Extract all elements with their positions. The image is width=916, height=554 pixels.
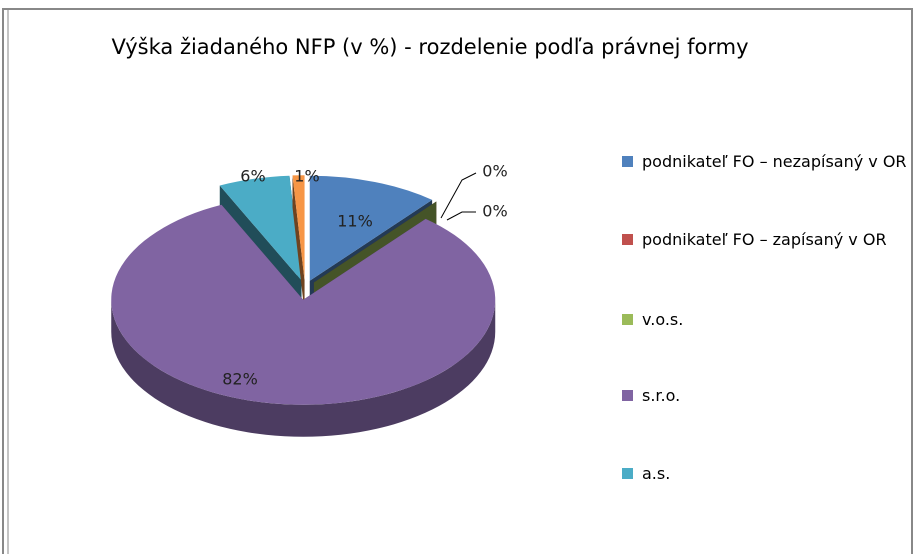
legend-swatch <box>622 156 633 167</box>
data-label: 1% <box>294 167 319 186</box>
legend-swatch <box>622 390 633 401</box>
data-label: 6% <box>240 167 265 186</box>
slice <box>309 175 433 281</box>
legend-swatch <box>622 468 633 479</box>
legend-label: v.o.s. <box>642 310 684 329</box>
legend-label: s.r.o. <box>642 386 681 405</box>
slice-side <box>292 175 305 313</box>
slice-wall <box>111 299 496 437</box>
leader-line <box>446 211 476 221</box>
frame <box>2 8 913 554</box>
data-label: 0% <box>482 162 507 181</box>
legend-label: podnikateľ FO – nezapísaný v OR <box>642 152 907 171</box>
slice <box>111 204 496 405</box>
data-label: 82% <box>222 370 258 389</box>
legend-swatch <box>622 234 633 245</box>
legend-swatch <box>622 314 633 325</box>
chart-title: Výška žiadaného NFP (v %) - rozdelenie p… <box>111 35 749 59</box>
slice <box>292 175 305 281</box>
legend-label: podnikateľ FO – zapísaný v OR <box>642 230 887 249</box>
data-label: 0% <box>482 202 507 221</box>
slice <box>219 175 302 281</box>
legend-label: a.s. <box>642 464 671 483</box>
leader-line <box>440 172 477 219</box>
data-label: 11% <box>337 212 373 231</box>
